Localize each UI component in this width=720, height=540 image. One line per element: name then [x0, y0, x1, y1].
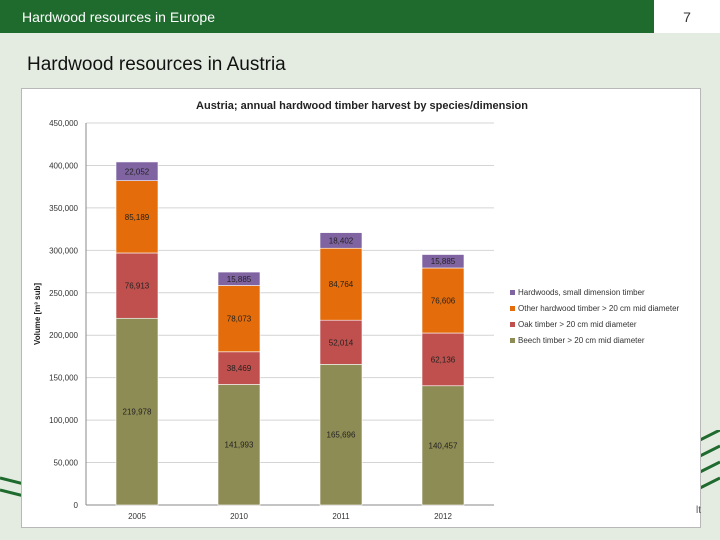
data-label: 18,402	[329, 236, 354, 245]
logo-fragment: lt	[696, 505, 701, 516]
bar-segment	[319, 247, 363, 321]
page-number: 7	[654, 0, 720, 33]
y-tick-label: 250,000	[49, 289, 78, 298]
bar-segment	[421, 332, 465, 387]
y-tick-label: 200,000	[49, 331, 78, 340]
header-bar: Hardwood resources in Europe	[0, 0, 654, 33]
legend-swatch	[510, 338, 515, 343]
bar-segment	[115, 161, 159, 181]
y-tick-label: 50,000	[54, 459, 79, 468]
legend-label: Oak timber > 20 cm mid diameter	[518, 320, 637, 329]
slide-title: Hardwood resources in Austria	[27, 54, 286, 75]
data-label: 15,885	[431, 257, 456, 266]
bar-segment	[217, 384, 261, 506]
bar-segment	[319, 232, 363, 249]
x-tick-label: 2012	[434, 512, 452, 521]
y-axis-label: Volume [m³ sub]	[33, 283, 42, 345]
bar-segment	[217, 351, 261, 385]
legend-label: Beech timber > 20 cm mid diameter	[518, 336, 645, 345]
data-label: 15,885	[227, 275, 252, 284]
chart-frame: Austria; annual hardwood timber harvest …	[21, 88, 701, 528]
x-tick-label: 2010	[230, 512, 248, 521]
data-label: 76,606	[431, 297, 456, 306]
bar-segment	[217, 285, 261, 353]
header-title: Hardwood resources in Europe	[22, 8, 215, 25]
data-label: 140,457	[429, 441, 458, 450]
data-label: 85,189	[125, 213, 150, 222]
data-label: 62,136	[431, 355, 456, 364]
y-tick-label: 350,000	[49, 204, 78, 213]
bar-segment	[421, 385, 465, 506]
data-label: 165,696	[327, 431, 356, 440]
legend-swatch	[510, 306, 515, 311]
data-label: 84,764	[329, 280, 354, 289]
bar-segment	[115, 252, 159, 319]
data-label: 38,469	[227, 364, 252, 373]
x-tick-label: 2005	[128, 512, 146, 521]
bar-segment	[217, 271, 261, 286]
x-tick-label: 2011	[332, 512, 350, 521]
bar-segment	[421, 254, 465, 269]
bar-segment	[319, 319, 363, 365]
y-tick-label: 100,000	[49, 416, 78, 425]
chart-title: Austria; annual hardwood timber harvest …	[196, 100, 528, 112]
data-label: 219,978	[123, 408, 152, 417]
stacked-bar-chart: Austria; annual hardwood timber harvest …	[33, 100, 680, 521]
bar-segment	[319, 364, 363, 506]
y-tick-label: 300,000	[49, 246, 78, 255]
y-tick-label: 400,000	[49, 161, 78, 170]
legend-swatch	[510, 322, 515, 327]
y-tick-label: 150,000	[49, 374, 78, 383]
legend-label: Hardwoods, small dimension timber	[518, 288, 645, 297]
data-label: 76,913	[125, 282, 150, 291]
y-tick-label: 0	[74, 501, 79, 510]
data-label: 141,993	[225, 441, 254, 450]
legend-swatch	[510, 290, 515, 295]
y-tick-label: 450,000	[49, 119, 78, 128]
bar-segment	[421, 267, 465, 334]
data-label: 22,052	[125, 167, 150, 176]
bar-segment	[115, 317, 159, 506]
data-label: 52,014	[329, 338, 354, 347]
data-label: 78,073	[227, 315, 252, 324]
legend-label: Other hardwood timber > 20 cm mid diamet…	[518, 304, 680, 313]
